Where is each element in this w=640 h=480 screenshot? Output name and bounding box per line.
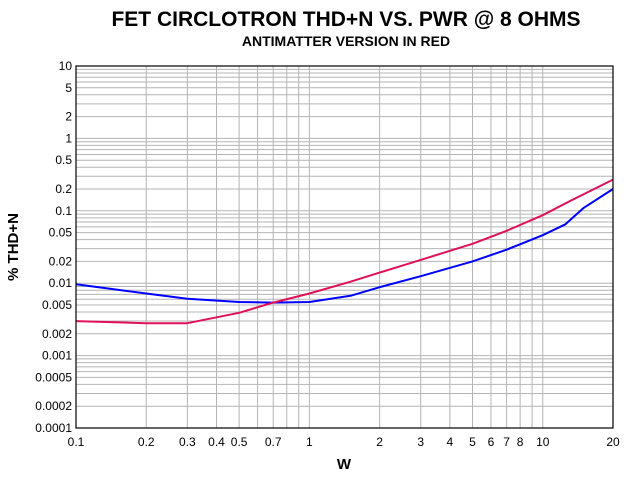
x-tick-label: 1 bbox=[306, 435, 313, 449]
y-tick-label: 0.05 bbox=[49, 226, 73, 240]
series-layer bbox=[75, 178, 614, 325]
x-tick-label: 10 bbox=[536, 435, 550, 449]
grid bbox=[75, 65, 614, 429]
chart-title: FET CIRCLOTRON THD+N VS. PWR @ 8 OHMS bbox=[111, 8, 580, 31]
y-tick-label: 0.001 bbox=[42, 349, 72, 363]
y-tick-label: 5 bbox=[65, 81, 72, 95]
y-tick-label: 0.0001 bbox=[35, 421, 72, 435]
y-tick-label: 10 bbox=[59, 59, 73, 73]
x-tick-label: 0.3 bbox=[179, 435, 196, 449]
series-line-red bbox=[75, 178, 614, 325]
y-tick-label: 0.02 bbox=[49, 254, 73, 268]
plot-frame bbox=[75, 65, 614, 429]
x-tick-label: 0.7 bbox=[265, 435, 282, 449]
y-tick-label: 0.01 bbox=[49, 276, 73, 290]
y-tick-label: 0.5 bbox=[55, 153, 72, 167]
x-tick-label: 0.2 bbox=[138, 435, 155, 449]
chart-subtitle: ANTIMATTER VERSION IN RED bbox=[242, 33, 450, 49]
x-axis-ticks: 0.1 0.2 0.3 0.4 0.5 0.7 1 2 3 4 5 6 7 8 10 20 bbox=[68, 435, 620, 449]
y-axis-label: % THD+N bbox=[5, 213, 22, 281]
x-tick-label: 8 bbox=[517, 435, 524, 449]
x-tick-label: 0.1 bbox=[68, 435, 85, 449]
x-axis-label: W bbox=[337, 456, 352, 473]
x-tick-label: 6 bbox=[488, 435, 495, 449]
y-axis-ticks: 10 5 2 1 0.5 0.2 0.1 0.05 0.02 0.01 0.005 0.002 0.00… bbox=[35, 59, 72, 435]
x-tick-label: 0.4 bbox=[208, 435, 225, 449]
x-tick-label: 20 bbox=[606, 435, 620, 449]
y-tick-label: 1 bbox=[65, 131, 72, 145]
x-tick-label: 4 bbox=[447, 435, 454, 449]
y-tick-label: 0.0002 bbox=[35, 399, 72, 413]
x-tick-label: 0.5 bbox=[231, 435, 248, 449]
x-tick-label: 5 bbox=[469, 435, 476, 449]
y-tick-label: 0.005 bbox=[42, 298, 72, 312]
y-tick-label: 0.1 bbox=[55, 204, 72, 218]
series-line-blue bbox=[75, 188, 614, 304]
y-tick-label: 0.0005 bbox=[35, 370, 72, 384]
y-tick-label: 0.002 bbox=[42, 327, 72, 341]
x-tick-label: 2 bbox=[376, 435, 383, 449]
x-tick-label: 7 bbox=[503, 435, 510, 449]
x-tick-label: 3 bbox=[417, 435, 424, 449]
y-tick-label: 0.2 bbox=[55, 182, 72, 196]
y-tick-label: 2 bbox=[65, 110, 72, 124]
